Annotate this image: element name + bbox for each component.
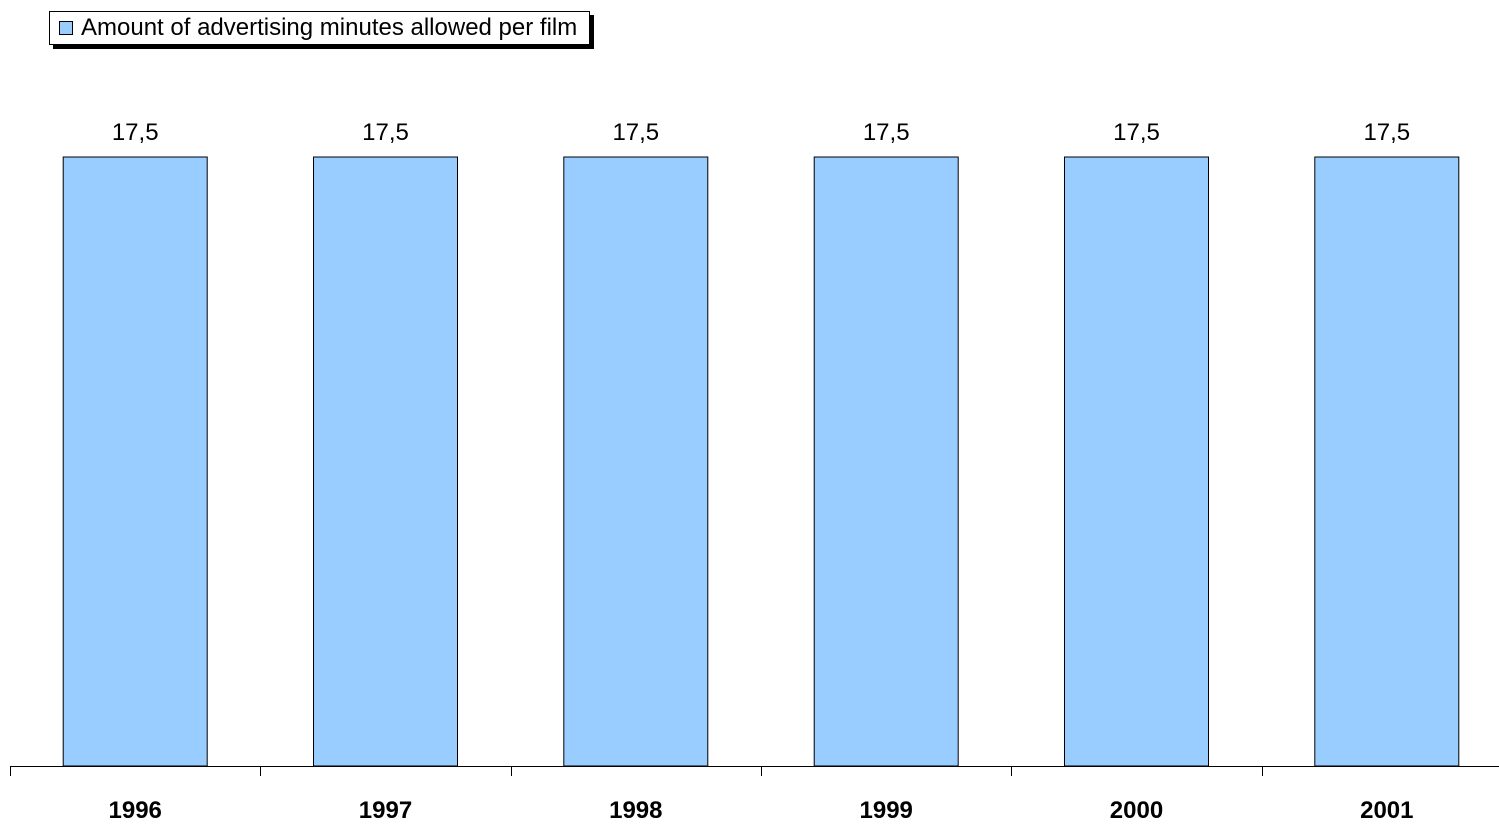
legend-swatch xyxy=(59,21,73,35)
x-tick-label-1998: 1998 xyxy=(609,797,662,824)
legend-label: Amount of advertising minutes allowed pe… xyxy=(81,14,578,41)
bar-2000 xyxy=(1064,156,1209,767)
bar-2001 xyxy=(1314,156,1460,767)
bar-1998 xyxy=(563,156,709,767)
chart-legend: Amount of advertising minutes allowed pe… xyxy=(49,11,591,45)
bar-1996 xyxy=(62,156,208,767)
bar-1999 xyxy=(813,156,959,767)
data-label-1999: 17,5 xyxy=(863,119,910,146)
data-label-2000: 17,5 xyxy=(1113,119,1160,146)
data-label-1996: 17,5 xyxy=(112,119,159,146)
x-tick-label-2000: 2000 xyxy=(1110,797,1163,824)
x-tick-label-2001: 2001 xyxy=(1360,797,1413,824)
bar-1997 xyxy=(313,156,458,767)
data-label-1998: 17,5 xyxy=(612,119,659,146)
data-label-1997: 17,5 xyxy=(362,119,409,146)
x-tick-label-1999: 1999 xyxy=(860,797,913,824)
data-label-2001: 17,5 xyxy=(1363,119,1410,146)
x-tick-label-1997: 1997 xyxy=(359,797,412,824)
x-tick-label-1996: 1996 xyxy=(109,797,162,824)
